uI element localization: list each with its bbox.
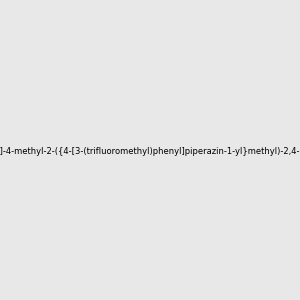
- Text: 5-[(4-cyclohexylphenoxy)methyl]-4-methyl-2-({4-[3-(trifluoromethyl)phenyl]pipera: 5-[(4-cyclohexylphenoxy)methyl]-4-methyl…: [0, 147, 300, 156]
